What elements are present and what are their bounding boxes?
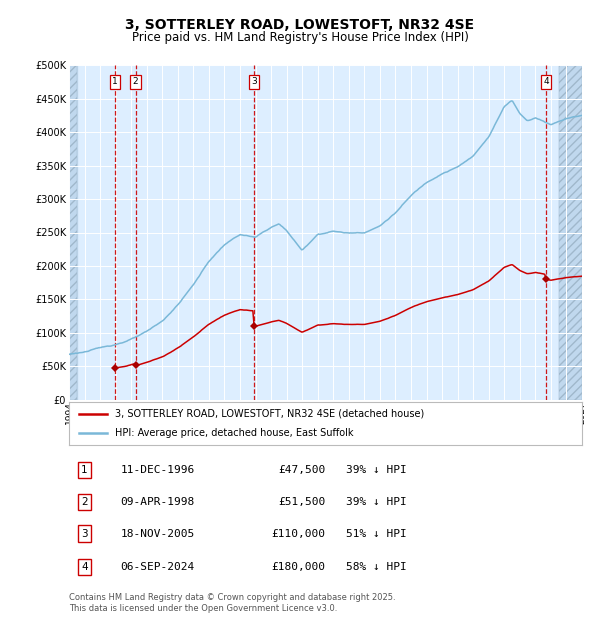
Text: £180,000: £180,000 — [271, 562, 325, 572]
Text: £51,500: £51,500 — [278, 497, 325, 507]
Text: 09-APR-1998: 09-APR-1998 — [121, 497, 194, 507]
Text: 1: 1 — [112, 78, 118, 86]
Text: 51% ↓ HPI: 51% ↓ HPI — [346, 529, 407, 539]
Text: 3, SOTTERLEY ROAD, LOWESTOFT, NR32 4SE: 3, SOTTERLEY ROAD, LOWESTOFT, NR32 4SE — [125, 18, 475, 32]
Text: Price paid vs. HM Land Registry's House Price Index (HPI): Price paid vs. HM Land Registry's House … — [131, 31, 469, 43]
Bar — [69, 65, 77, 400]
Text: 39% ↓ HPI: 39% ↓ HPI — [346, 465, 407, 476]
Text: 3, SOTTERLEY ROAD, LOWESTOFT, NR32 4SE (detached house): 3, SOTTERLEY ROAD, LOWESTOFT, NR32 4SE (… — [115, 409, 424, 419]
Text: HPI: Average price, detached house, East Suffolk: HPI: Average price, detached house, East… — [115, 428, 353, 438]
Text: 1: 1 — [81, 465, 88, 476]
Bar — [559, 65, 582, 400]
Text: 2: 2 — [81, 497, 88, 507]
Text: £110,000: £110,000 — [271, 529, 325, 539]
Text: 3: 3 — [81, 529, 88, 539]
Bar — [69, 65, 77, 400]
Text: 2: 2 — [133, 78, 139, 86]
Bar — [559, 65, 582, 400]
Text: 06-SEP-2024: 06-SEP-2024 — [121, 562, 194, 572]
Text: £47,500: £47,500 — [278, 465, 325, 476]
Text: Contains HM Land Registry data © Crown copyright and database right 2025.
This d: Contains HM Land Registry data © Crown c… — [69, 593, 395, 613]
Text: 4: 4 — [543, 78, 549, 86]
Text: 4: 4 — [81, 562, 88, 572]
Text: 11-DEC-1996: 11-DEC-1996 — [121, 465, 194, 476]
Text: 3: 3 — [251, 78, 257, 86]
Text: 58% ↓ HPI: 58% ↓ HPI — [346, 562, 407, 572]
Text: 39% ↓ HPI: 39% ↓ HPI — [346, 497, 407, 507]
Text: 18-NOV-2005: 18-NOV-2005 — [121, 529, 194, 539]
